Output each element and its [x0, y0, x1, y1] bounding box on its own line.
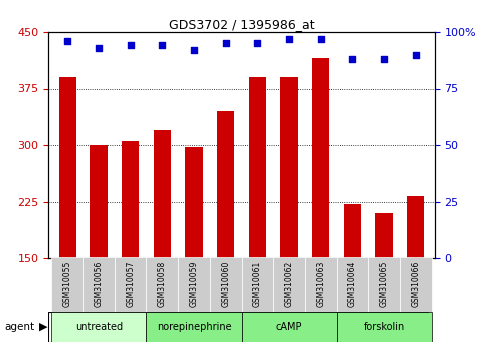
- Bar: [343, 204, 361, 258]
- Bar: [83, 257, 115, 312]
- Point: [380, 56, 388, 62]
- Text: cAMP: cAMP: [276, 321, 302, 332]
- Bar: [312, 58, 329, 258]
- Bar: [52, 312, 146, 342]
- Text: GSM310056: GSM310056: [95, 261, 103, 307]
- Point: [238, 240, 245, 246]
- Bar: [58, 77, 76, 258]
- Bar: [249, 77, 266, 258]
- Bar: [115, 257, 146, 312]
- Bar: [242, 312, 337, 342]
- Bar: [210, 257, 242, 312]
- Bar: [242, 257, 273, 312]
- Bar: [217, 111, 234, 258]
- Bar: [52, 257, 83, 312]
- Text: untreated: untreated: [75, 321, 123, 332]
- Text: agent: agent: [5, 321, 35, 332]
- Bar: [146, 312, 242, 342]
- Text: GSM310057: GSM310057: [126, 261, 135, 307]
- Bar: [273, 257, 305, 312]
- Bar: [185, 147, 203, 258]
- Text: GSM310063: GSM310063: [316, 261, 325, 307]
- Point: [412, 52, 420, 57]
- Bar: [90, 145, 108, 258]
- Text: GSM310058: GSM310058: [158, 261, 167, 307]
- Point: [285, 36, 293, 41]
- Bar: [122, 141, 140, 258]
- Text: GSM310062: GSM310062: [284, 261, 294, 307]
- Point: [254, 40, 261, 46]
- Bar: [280, 77, 298, 258]
- Bar: [178, 257, 210, 312]
- Bar: [407, 196, 425, 258]
- Bar: [305, 257, 337, 312]
- Bar: [400, 257, 431, 312]
- Bar: [146, 257, 178, 312]
- Point: [127, 42, 134, 48]
- Point: [349, 56, 356, 62]
- Point: [95, 45, 103, 51]
- Bar: [375, 213, 393, 258]
- Text: GSM310060: GSM310060: [221, 261, 230, 307]
- Point: [63, 38, 71, 44]
- Bar: [337, 312, 431, 342]
- Text: GSM310066: GSM310066: [411, 261, 420, 307]
- Text: GSM310064: GSM310064: [348, 261, 357, 307]
- Bar: [368, 257, 400, 312]
- Bar: [337, 257, 368, 312]
- Point: [317, 36, 325, 41]
- Point: [222, 40, 229, 46]
- Title: GDS3702 / 1395986_at: GDS3702 / 1395986_at: [169, 18, 314, 31]
- Text: norepinephrine: norepinephrine: [156, 321, 231, 332]
- Text: GSM310055: GSM310055: [63, 261, 72, 307]
- Text: GSM310059: GSM310059: [189, 261, 199, 307]
- Text: forskolin: forskolin: [363, 321, 405, 332]
- Text: GSM310061: GSM310061: [253, 261, 262, 307]
- Point: [158, 42, 166, 48]
- Bar: [154, 130, 171, 258]
- Point: [238, 34, 245, 40]
- Text: GSM310065: GSM310065: [380, 261, 388, 307]
- Text: ▶: ▶: [39, 321, 47, 332]
- Point: [190, 47, 198, 53]
